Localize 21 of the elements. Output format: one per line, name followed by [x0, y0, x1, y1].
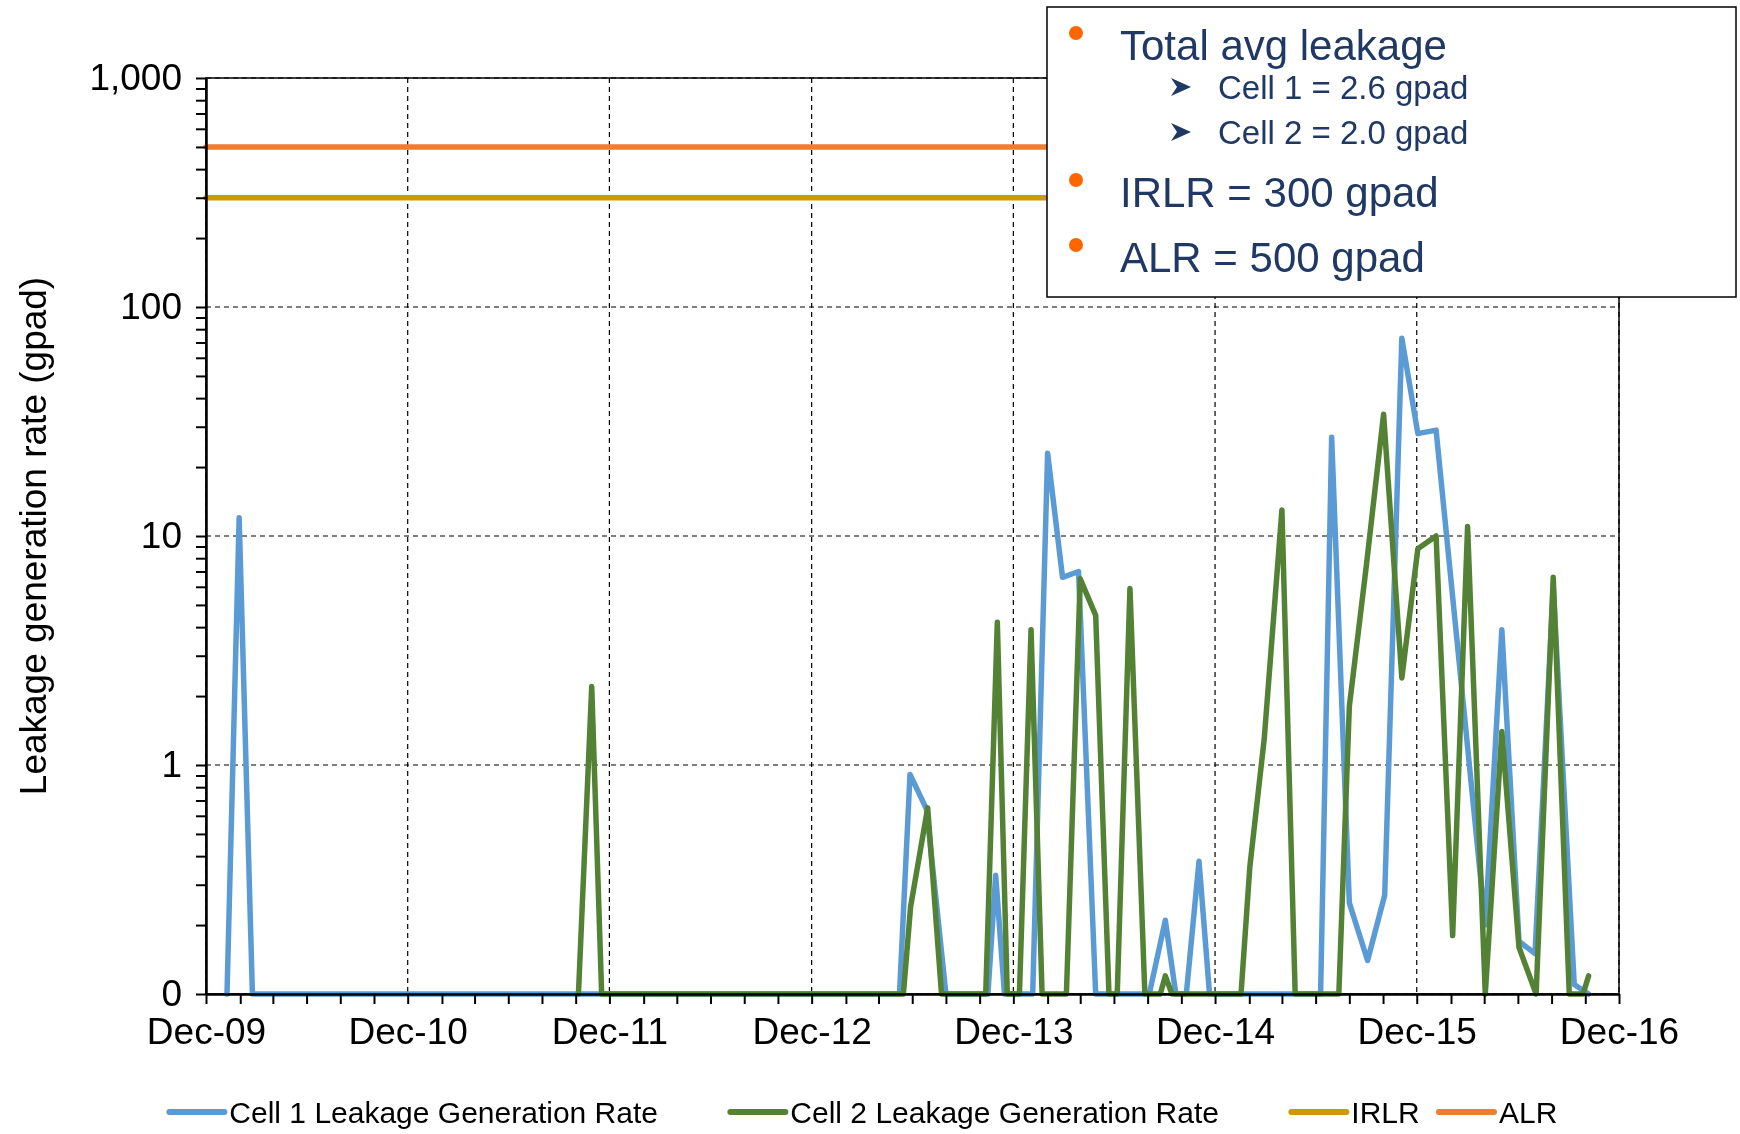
y-tick-label: 1	[161, 744, 182, 786]
annotation: Cell 2 = 2.0 gpad	[1218, 113, 1469, 151]
legend-label: IRLR	[1351, 1095, 1420, 1129]
y-axis-title: Leakage generation rate (gpad)	[13, 276, 54, 796]
x-tick-label: Dec-14	[1155, 1011, 1276, 1053]
text: Total avg leakage	[1120, 21, 1447, 69]
legend-label: Cell 2 Leakage Generation Rate	[790, 1095, 1219, 1129]
annotation: Cell 1 = 2.6 gpad	[1218, 68, 1469, 106]
x-tick-label: Dec-11	[551, 1011, 669, 1053]
x-tick-label: Dec-12	[752, 1011, 872, 1053]
legend-label: Cell 1 Leakage Generation Rate	[229, 1095, 658, 1129]
x-tick-label: Dec-16	[1559, 1011, 1680, 1053]
x-tick-label: Dec-10	[348, 1011, 468, 1053]
y-tick-label: 1,000	[89, 57, 182, 99]
y-tick-label: 10	[140, 515, 182, 557]
annotation: IRLR = 300 gpad	[1120, 168, 1439, 216]
annotation: ALR = 500 gpad	[1120, 233, 1425, 281]
x-tick-label: Dec-15	[1357, 1011, 1477, 1053]
y-tick-label: 100	[120, 286, 182, 328]
legend-label: ALR	[1498, 1095, 1558, 1129]
x-tick-label: Dec-13	[954, 1011, 1074, 1053]
